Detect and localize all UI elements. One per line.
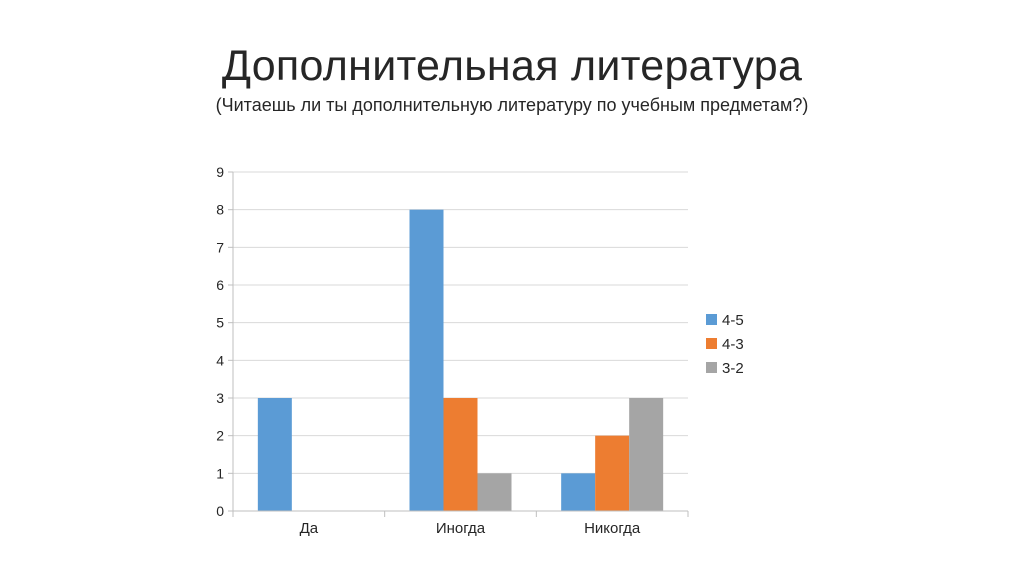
x-category-label: Иногда — [436, 520, 486, 537]
y-tick-label: 6 — [216, 277, 224, 293]
y-tick-label: 5 — [216, 315, 224, 331]
y-tick-label: 0 — [216, 503, 224, 519]
legend-swatch-4-3 — [706, 338, 717, 349]
x-category-label: Никогда — [584, 520, 641, 537]
y-tick-label: 2 — [216, 428, 224, 444]
slide-title: Дополнительная литература — [221, 42, 803, 90]
slide-subtitle: (Читаешь ли ты дополнительную литературу… — [215, 95, 809, 115]
legend-label: 3-2 — [722, 360, 744, 377]
y-tick-label: 4 — [216, 352, 224, 368]
legend-swatch-4-5 — [706, 314, 717, 325]
bar-4-3-Никогда — [595, 435, 630, 511]
y-tick-label: 3 — [216, 390, 224, 406]
axes: 0 1 2 3 4 5 6 7 8 9 Да Иногда Никогда — [216, 164, 689, 537]
y-tick-label: 7 — [216, 239, 224, 255]
legend-label: 4-3 — [722, 336, 744, 353]
bar-4-5-Иногда — [409, 209, 444, 511]
bar-3-2-Никогда — [629, 398, 664, 511]
bars — [257, 209, 664, 511]
bar-4-5-Никогда — [561, 473, 596, 511]
x-category-label: Да — [300, 520, 319, 537]
bar-3-2-Иногда — [477, 473, 512, 511]
legend-label: 4-5 — [722, 312, 744, 329]
legend-swatch-3-2 — [706, 362, 717, 373]
bar-4-3-Иногда — [443, 398, 478, 511]
y-tick-label: 8 — [216, 202, 224, 218]
bar-4-5-Да — [257, 398, 292, 511]
y-tick-label: 1 — [216, 465, 224, 481]
y-tick-label: 9 — [216, 164, 224, 180]
legend: 4-5 4-3 3-2 — [706, 312, 744, 377]
